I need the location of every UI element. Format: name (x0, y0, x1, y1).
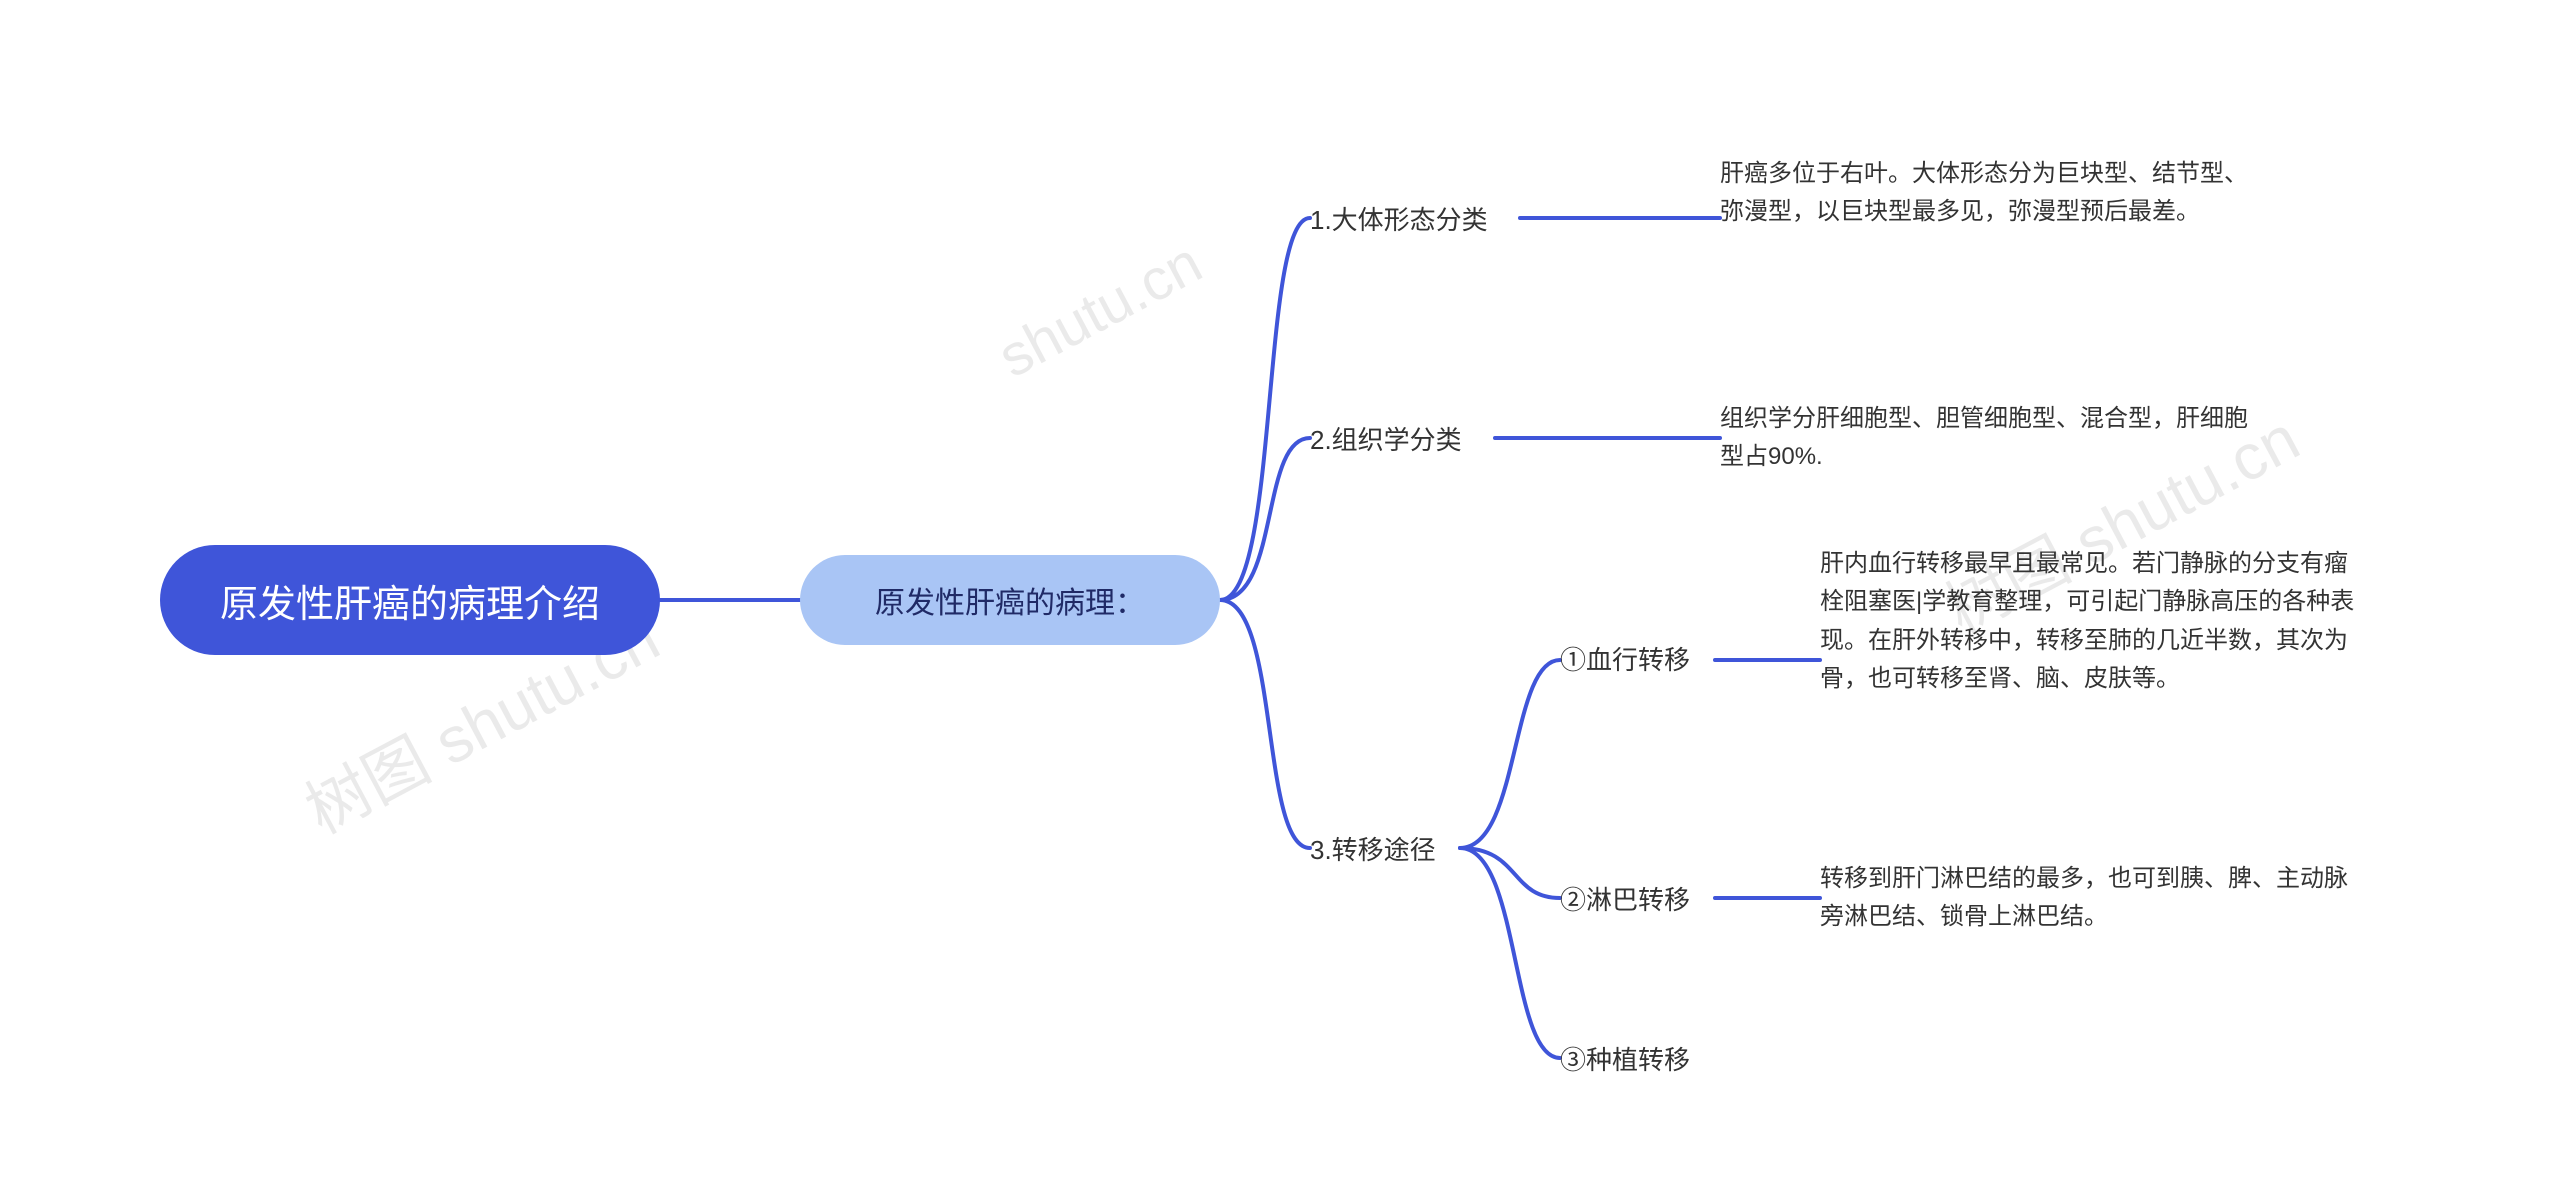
branch-2-child-1[interactable]: ②淋巴转移 (1560, 880, 1690, 922)
branch-2-child-2[interactable]: ③种植转移 (1560, 1040, 1690, 1082)
branch-2-child-1-child-0: 转移到肝门淋巴结的最多，也可到胰、脾、主动脉旁淋巴结、锁骨上淋巴结。 (1820, 860, 2360, 937)
level1-node[interactable]: 原发性肝癌的病理： (800, 555, 1220, 645)
branch-1[interactable]: 2.组织学分类 (1310, 420, 1462, 462)
branch-0[interactable]: 1.大体形态分类 (1310, 200, 1488, 242)
branch-2-child-0-child-0: 肝内血行转移最早且最常见。若门静脉的分支有瘤栓阻塞医|学教育整理，可引起门静脉高… (1820, 545, 2360, 699)
branch-0-child-0: 肝癌多位于右叶。大体形态分为巨块型、结节型、弥漫型，以巨块型最多见，弥漫型预后最… (1720, 155, 2260, 232)
mindmap-canvas: 树图 shutu.cn shutu.cn 树图 shutu.cn 原发性肝癌的病… (0, 0, 2560, 1177)
branch-1-child-0: 组织学分肝细胞型、胆管细胞型、混合型，肝细胞型占90%. (1720, 400, 2260, 477)
root-node[interactable]: 原发性肝癌的病理介绍 (160, 545, 660, 655)
level1-label: 原发性肝癌的病理： (875, 578, 1145, 622)
watermark-2: shutu.cn (987, 229, 1212, 391)
branch-2[interactable]: 3.转移途径 (1310, 830, 1436, 872)
branch-2-child-0[interactable]: ①血行转移 (1560, 640, 1690, 682)
root-label: 原发性肝癌的病理介绍 (220, 573, 600, 628)
